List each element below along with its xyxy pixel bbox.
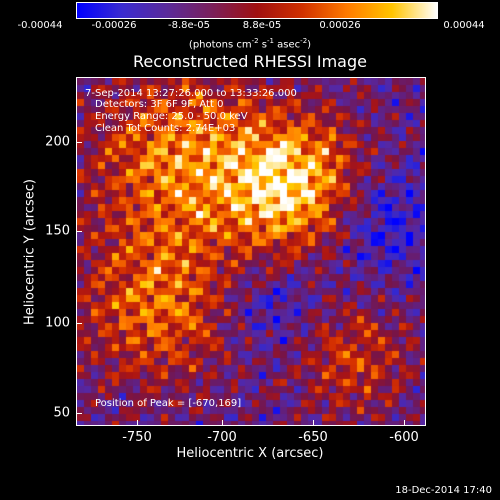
x-tickmark — [404, 420, 405, 426]
image-canvas — [77, 78, 425, 425]
y-tickmark — [76, 413, 82, 414]
annotation-peak: Position of Peak = [-670,169] — [95, 398, 242, 409]
y-tickmark — [76, 323, 82, 324]
colorbar-tick: -0.00044 — [17, 20, 63, 31]
y-tick: 50 — [53, 405, 70, 421]
x-tickmark — [313, 420, 314, 426]
x-axis-label: Heliocentric X (arcsec) — [176, 446, 324, 461]
colorbar — [76, 2, 438, 19]
y-tickmark — [76, 231, 82, 232]
x-tick: -650 — [298, 430, 328, 445]
y-tick: 150 — [45, 223, 70, 239]
colorbar-tick: -0.00026 — [91, 20, 137, 31]
y-axis-label: Heliocentric Y (arcsec) — [22, 179, 38, 325]
annotation-clean: Clean Tot Counts: 2.74E+03 — [95, 123, 236, 134]
y-tick: 200 — [45, 134, 70, 150]
annotation-energy: Energy Range: 25.0 - 50.0 keV — [95, 111, 248, 122]
x-tick: -600 — [389, 430, 419, 445]
x-tick: -700 — [207, 430, 237, 445]
rhessi-image: 7-Sep-2014 13:27:26.000 to 13:33:26.000 … — [76, 77, 426, 426]
y-tickmark — [76, 142, 82, 143]
x-tickmark — [222, 420, 223, 426]
colorbar-tick: 0.00026 — [319, 20, 361, 31]
x-tickmark — [137, 420, 138, 426]
colorbar-tick: -8.8e-05 — [168, 20, 210, 31]
colorbar-tick: 0.00044 — [443, 20, 485, 31]
plot-title: Reconstructed RHESSI Image — [133, 52, 367, 71]
x-tick: -750 — [122, 430, 152, 445]
colorbar-units: (photons cm-2 s-1 asec-2) — [188, 37, 312, 51]
y-tick: 100 — [45, 315, 70, 331]
colorbar-tick: 8.8e-05 — [242, 20, 282, 31]
annotation-detectors: Detectors: 3F 6F 9F, Att 0 — [95, 99, 224, 110]
annotation-time: 7-Sep-2014 13:27:26.000 to 13:33:26.000 — [85, 88, 297, 99]
timestamp: 18-Dec-2014 17:40 — [395, 485, 492, 496]
